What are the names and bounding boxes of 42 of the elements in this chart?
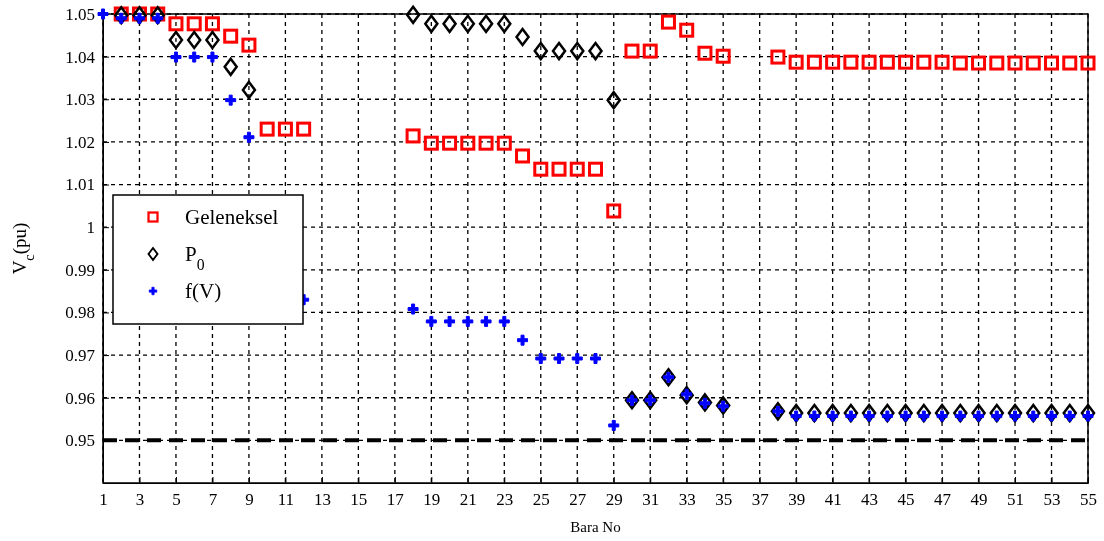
x-tick-label: 17: [386, 490, 405, 510]
x-tick-label: 33: [678, 490, 696, 510]
x-tick-label: 35: [715, 490, 733, 510]
x-tick-label: 11: [277, 490, 295, 510]
y-tick-label: 0.96: [65, 388, 95, 408]
x-tick-label: 49: [970, 490, 988, 510]
x-tick-label: 27: [569, 490, 587, 510]
x-tick-label: 21: [459, 490, 477, 510]
x-tick-label: 3: [135, 490, 145, 510]
y-tick-label: 1.01: [65, 175, 95, 195]
x-tick-label: 31: [642, 490, 660, 510]
legend-label: Geleneksel: [185, 205, 279, 229]
y-tick-label: 1.03: [65, 90, 95, 110]
x-tick-label: 55: [1080, 490, 1097, 510]
x-tick-label: 47: [934, 490, 952, 510]
y-tick-label: 0.99: [65, 260, 95, 280]
x-tick-label: 9: [245, 490, 254, 510]
y-tick-label: 1: [86, 218, 95, 238]
x-tick-label: 43: [861, 490, 879, 510]
x-tick-label: 7: [208, 490, 218, 510]
x-tick-label: 41: [824, 490, 842, 510]
x-tick-label: 45: [897, 490, 915, 510]
x-tick-label: 29: [605, 490, 623, 510]
legend-label: f(V): [185, 279, 222, 303]
y-tick-label: 0.95: [65, 431, 95, 451]
x-tick-label: 15: [350, 490, 368, 510]
x-tick-label: 23: [496, 490, 514, 510]
x-tick-label: 51: [1007, 490, 1025, 510]
y-tick-label: 1.05: [65, 4, 95, 24]
y-tick-label: 1.04: [65, 47, 96, 67]
x-tick-label: 37: [751, 490, 770, 510]
y-tick-label: 0.97: [65, 346, 96, 366]
x-tick-label: 5: [172, 490, 181, 510]
x-tick-label: 25: [532, 490, 550, 510]
x-axis-title: Bara No: [570, 519, 621, 535]
x-tick-label: 53: [1043, 490, 1061, 510]
x-tick-label: 13: [313, 490, 331, 510]
legend-label: P$_{0}$: [185, 242, 205, 273]
y-tick-label: 1.02: [65, 132, 95, 152]
x-tick-label: 39: [788, 490, 806, 510]
x-tick-label: 19: [423, 490, 441, 510]
y-tick-label: 0.98: [65, 303, 95, 323]
